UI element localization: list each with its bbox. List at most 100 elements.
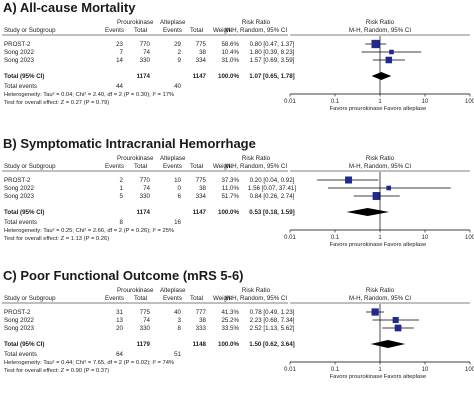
total-weight: 100.0% — [218, 73, 239, 80]
header-risk-ratio-right: Risk Ratio — [366, 287, 395, 294]
panel-b-title: B) Symptomatic Intracranial Hemorrhage — [3, 136, 256, 151]
header-study: Study or Subgroup — [4, 295, 56, 302]
study-marker — [392, 316, 399, 324]
header-alteplase: Alteplase — [160, 19, 186, 26]
panel-b: Prourokinase Alteplase Risk Ratio Risk Rati… — [0, 136, 474, 270]
x-tick-label: 1 — [378, 99, 382, 105]
study-name: PROST-2 — [4, 41, 31, 48]
x-tick-label: 10 — [422, 99, 429, 105]
header-method-left: M-H, Random, 95% CI — [225, 163, 288, 170]
study-name: Song 2023 — [4, 325, 34, 332]
weight-value: 10.4% — [221, 49, 239, 56]
total-events-alteplase: 40 — [174, 83, 181, 90]
header-prourokinase: Prourokinase — [117, 287, 154, 294]
total-alteplase: 777 — [196, 309, 207, 316]
risk-ratio-ci: 0.84 [0.26, 2.74] — [250, 193, 295, 200]
events-prourokinase: 13 — [116, 317, 123, 324]
events-alteplase: 40 — [174, 309, 181, 316]
x-tick-label: 0.1 — [331, 235, 340, 241]
x-tick-label: 0.1 — [331, 99, 340, 105]
header-events-1: Events — [105, 163, 124, 170]
x-tick-label: 100 — [465, 367, 474, 373]
total-events-alteplase: 16 — [174, 219, 181, 226]
total-prourokinase: 74 — [143, 185, 150, 192]
study-marker — [394, 324, 402, 332]
events-alteplase: 9 — [178, 57, 182, 64]
study-name: PROST-2 — [4, 177, 31, 184]
favors-alteplase-label: Favors alteplase — [384, 242, 427, 248]
total-weight: 100.0% — [218, 209, 239, 216]
events-alteplase: 6 — [178, 193, 182, 200]
x-tick-label: 10 — [422, 367, 429, 373]
events-prourokinase: 1 — [120, 185, 124, 192]
total-n-alteplase: 1147 — [193, 209, 207, 216]
weight-value: 51.7% — [221, 193, 239, 200]
events-prourokinase: 5 — [120, 193, 124, 200]
study-marker — [345, 176, 353, 184]
weight-value: 37.3% — [221, 177, 239, 184]
forest-plot-a: Prourokinase Alteplase Risk Ratio Risk Rati… — [2, 19, 474, 112]
pooled-diamond — [371, 72, 392, 80]
header-risk-ratio-left: Risk Ratio — [242, 155, 271, 162]
study-marker — [385, 56, 393, 64]
header-alteplase: Alteplase — [160, 155, 186, 162]
study-marker — [372, 192, 381, 200]
events-prourokinase: 14 — [116, 57, 123, 64]
total-alteplase: 38 — [199, 185, 206, 192]
overall-effect-text: Test for overall effect: Z = 1.13 (P = 0… — [4, 236, 109, 242]
events-alteplase: 3 — [178, 317, 182, 324]
total-n-alteplase: 1148 — [193, 341, 207, 348]
events-prourokinase: 31 — [116, 309, 123, 316]
total-n-prourokinase: 1174 — [137, 73, 151, 80]
total-prourokinase: 330 — [140, 193, 151, 200]
weight-value: 58.6% — [221, 41, 239, 48]
header-risk-ratio-left: Risk Ratio — [242, 19, 271, 26]
header-weight: Weight — [213, 295, 232, 302]
heterogeneity-text: Heterogeneity: Tau² = 0.04; Chi² = 2.40,… — [4, 92, 174, 98]
total-n-prourokinase: 1174 — [137, 209, 151, 216]
header-study: Study or Subgroup — [4, 163, 56, 170]
total-alteplase: 334 — [196, 193, 207, 200]
total-label: Total (95% CI) — [4, 341, 44, 348]
events-alteplase: 29 — [174, 41, 181, 48]
x-tick-label: 0.01 — [284, 235, 296, 241]
weight-value: 11.0% — [222, 185, 240, 192]
study-name: Song 2022 — [4, 49, 34, 56]
risk-ratio-ci: 0.20 [0.04, 0.92] — [250, 177, 295, 184]
total-n-prourokinase: 1179 — [137, 341, 151, 348]
header-risk-ratio-left: Risk Ratio — [242, 287, 271, 294]
events-prourokinase: 2 — [120, 177, 124, 184]
total-events-prourokinase: 44 — [116, 83, 123, 90]
events-alteplase: 2 — [178, 49, 182, 56]
study-name: Song 2023 — [4, 193, 34, 200]
x-tick-label: 0.01 — [284, 367, 296, 373]
total-alteplase: 333 — [196, 325, 207, 332]
panel-c: Prourokinase Alteplase Risk Ratio Risk Rati… — [0, 268, 474, 402]
study-marker — [371, 308, 379, 316]
header-method-left: M-H, Random, 95% CI — [225, 27, 288, 34]
panel-a: Prourokinase Alteplase Risk Ratio Risk Rati… — [0, 0, 474, 134]
events-alteplase: 10 — [174, 177, 181, 184]
study-marker — [386, 185, 392, 191]
header-study: Study or Subgroup — [4, 27, 56, 34]
x-tick-label: 0.01 — [284, 99, 296, 105]
header-total-2: Total — [190, 163, 203, 170]
total-alteplase: 334 — [196, 57, 207, 64]
total-label: Total (95% CI) — [4, 73, 44, 80]
total-prourokinase: 770 — [140, 177, 151, 184]
x-tick-label: 10 — [422, 235, 429, 241]
risk-ratio-ci: 0.78 [0.49, 1.23] — [250, 309, 295, 316]
events-alteplase: 0 — [178, 185, 182, 192]
header-events-2: Events — [163, 163, 182, 170]
x-tick-label: 0.1 — [331, 367, 340, 373]
favors-alteplase-label: Favors alteplase — [384, 374, 427, 380]
study-name: Song 2022 — [4, 185, 34, 192]
header-method-right: M-H, Random, 95% CI — [349, 163, 412, 170]
total-alteplase: 775 — [196, 177, 207, 184]
pooled-diamond — [370, 340, 406, 348]
heterogeneity-text: Heterogeneity: Tau² = 0.25; Chi² = 2.66,… — [4, 228, 174, 234]
weight-value: 31.0% — [221, 57, 239, 64]
total-weight: 100.0% — [218, 341, 239, 348]
study-marker — [389, 49, 394, 55]
favors-alteplase-label: Favors alteplase — [384, 106, 427, 112]
